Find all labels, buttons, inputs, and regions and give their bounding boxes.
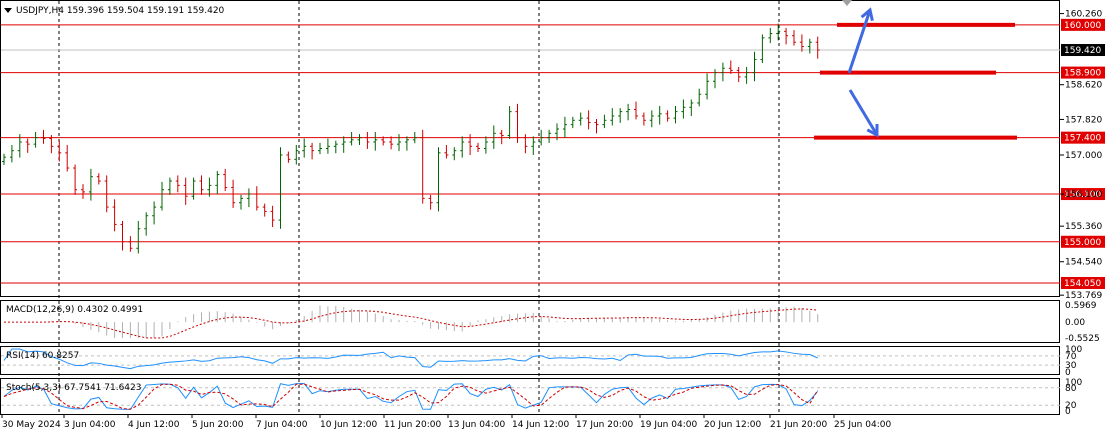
- macd-frame: [0, 300, 1060, 343]
- time-tick-label: 25 Jun 04:00: [834, 420, 891, 430]
- level-price-label: 157.400: [1064, 134, 1101, 144]
- chart-header: USDJPY,H4 159.396 159.504 159.191 159.42…: [16, 6, 225, 16]
- level-price-label: 154.050: [1064, 279, 1101, 289]
- price-levels: 160.000 158.900 157.400 156.100 155.000 154.0…: [1, 18, 1105, 289]
- rsi-tick-label: 0: [1065, 368, 1071, 378]
- stoch-tick-label: 100: [1065, 378, 1082, 388]
- level-price-label: 155.000: [1064, 238, 1101, 248]
- arrow-head-icon: [866, 123, 879, 138]
- stoch-main-line: [3, 383, 819, 410]
- price-tick-label: 154.540: [1065, 258, 1102, 268]
- stoch-label: Stoch(5,3,3) 67.7541 71.6423: [6, 383, 141, 393]
- candles: [2, 23, 820, 254]
- stoch-frame: [0, 378, 1060, 415]
- price-tick-label: 158.620: [1065, 81, 1102, 91]
- level-price-label: 156.100: [1064, 190, 1101, 200]
- level-price-tag: [1061, 188, 1105, 201]
- direction-arrows: [842, 0, 879, 138]
- stoch-tick-label: 20: [1065, 401, 1077, 411]
- time-tick-label: 4 Jun 12:00: [128, 420, 180, 430]
- level-price-tag: [1061, 276, 1105, 289]
- rsi-line: [3, 348, 818, 370]
- macd-indicator: 0.5969 0.00 -0.5525: [4, 301, 1100, 344]
- main-chart-frame: [0, 0, 1060, 297]
- level-price-tag: [1061, 235, 1105, 248]
- time-tick-label: 17 Jun 20:00: [576, 420, 633, 430]
- time-tick-label: 19 Jun 04:00: [640, 420, 697, 430]
- price-tick-label: 153.769: [1065, 291, 1102, 301]
- time-tick-label: 11 Jun 20:00: [384, 420, 441, 430]
- price-tick-label: 160.260: [1065, 10, 1102, 20]
- level-price-tag: [1061, 66, 1105, 79]
- time-tick-label: 30 May 2024: [2, 420, 61, 430]
- price-tick-label: 156.100: [1065, 190, 1102, 200]
- level-price-label: 158.900: [1064, 69, 1101, 79]
- time-tick-label: 5 Jun 20:00: [192, 420, 244, 430]
- stoch-tick-label: 80: [1065, 384, 1077, 394]
- level-price-label: 160.000: [1064, 21, 1101, 31]
- rsi-tick-label: 100: [1065, 345, 1082, 355]
- price-tick-label: 157.000: [1065, 151, 1102, 161]
- price-axis: 160.260 158.620 157.820 157.000 156.100 155.3…: [1060, 10, 1102, 301]
- current-price-tag: [1061, 44, 1105, 57]
- time-tick-label: 3 Jun 04:00: [64, 420, 116, 430]
- rsi-tick-label: 70: [1065, 352, 1077, 362]
- time-tick-label: 14 Jun 12:00: [512, 420, 569, 430]
- time-tick-label: 10 Jun 12:00: [320, 420, 377, 430]
- macd-tick-label: 0.5969: [1065, 301, 1097, 311]
- level-price-tag: [1061, 18, 1105, 31]
- macd-tick-label: 0.00: [1065, 318, 1085, 328]
- time-axis: 30 May 2024 3 Jun 04:00 4 Jun 12:00 5 Jun 2…: [1, 414, 891, 430]
- price-tick-label: 157.820: [1065, 115, 1102, 125]
- arrow-shaft: [848, 89, 879, 136]
- rsi-label: RSI(14) 60.8257: [6, 351, 79, 361]
- rsi-frame: [0, 346, 1060, 375]
- time-tick-label: 7 Jun 04:00: [256, 420, 308, 430]
- macd-label: MACD(12,26,9) 0.4302 0.4991: [6, 305, 143, 315]
- stoch-signal-line: [3, 383, 819, 410]
- price-tick-label: 155.360: [1065, 222, 1102, 232]
- level-price-tag: [1061, 131, 1105, 144]
- macd-tick-label: -0.5525: [1065, 334, 1100, 344]
- collapse-triangle-icon[interactable]: [4, 8, 12, 13]
- current-price-label: 159.420: [1064, 46, 1101, 56]
- time-tick-label: 21 Jun 20:00: [770, 420, 827, 430]
- time-tick-label: 13 Jun 04:00: [448, 420, 505, 430]
- rsi-tick-label: 30: [1065, 361, 1077, 371]
- shift-marker-icon: [842, 0, 852, 6]
- arrow-head-icon: [860, 7, 874, 22]
- macd-signal-line: [4, 308, 818, 339]
- arrow-shaft: [847, 9, 872, 74]
- stoch-tick-label: 0: [1065, 407, 1071, 417]
- time-tick-label: 20 Jun 12:00: [704, 420, 761, 430]
- session-separators: [58, 1, 780, 414]
